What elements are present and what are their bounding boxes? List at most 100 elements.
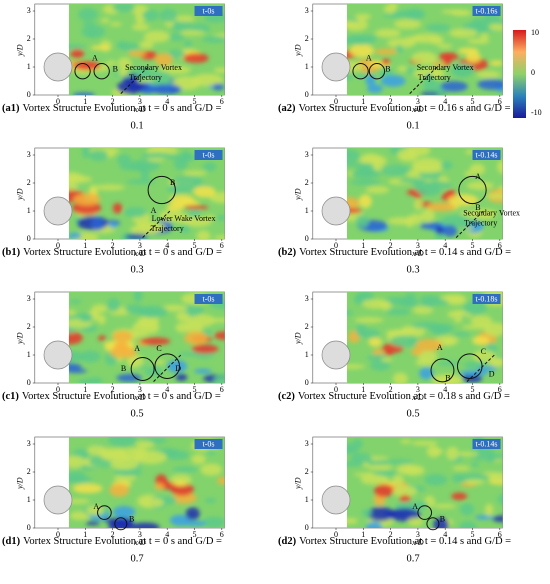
vortex-blob [411, 347, 423, 356]
vortex-blob [484, 322, 503, 337]
x-tick-label: 5 [193, 241, 197, 250]
x-axis-label: x/D [133, 249, 146, 258]
vortex-blob [163, 450, 190, 460]
vortex-blob [458, 473, 490, 481]
y-axis-label: y/D [16, 477, 25, 490]
caption: (b1) Vortex Structure Evolution at t = 0 … [2, 247, 222, 258]
x-tick-label: 0 [334, 241, 338, 250]
vortex-blob [426, 445, 441, 458]
y-tick-label: 1 [305, 495, 309, 504]
vortex-blob [459, 521, 477, 528]
y-tick-label: 1 [27, 350, 31, 359]
time-badge [472, 439, 501, 449]
caption: (b2) Vortex Structure Evolution at t = 0.… [278, 247, 511, 258]
vortex-blob [88, 377, 104, 383]
vortex-blob [113, 474, 136, 482]
x-tick-label: 5 [193, 530, 197, 539]
vortex-blob [69, 511, 90, 521]
vortex-blob [361, 299, 390, 309]
vortex-blob [470, 462, 480, 467]
vortex-blob [85, 521, 100, 526]
y-tick-label: 3 [305, 150, 309, 159]
vortex-blob [442, 224, 458, 237]
vortex-blob [184, 216, 212, 227]
caption-line-2: 0.3 [130, 264, 143, 275]
field [68, 437, 225, 528]
x-tick-label: 4 [165, 241, 169, 250]
vortex-blob [383, 4, 397, 14]
vortex-blob [452, 465, 471, 471]
x-tick-label: 1 [83, 97, 87, 106]
annotation: A [134, 344, 140, 353]
vortex-blob [137, 305, 169, 318]
vortex-blob [81, 21, 96, 27]
annotation: C [481, 347, 486, 356]
x-tick-label: 2 [389, 241, 393, 250]
vortex-blob [467, 38, 490, 44]
vortex-blob [361, 508, 372, 517]
field [346, 437, 503, 528]
annotation: Secondary Vortex [125, 63, 182, 72]
vortex-blob [350, 179, 381, 186]
vortex-blob [70, 48, 85, 59]
vortex-blob [477, 79, 503, 90]
x-tick-label: 1 [361, 385, 365, 394]
vortex-marker [458, 175, 487, 205]
vortex-blob [412, 306, 434, 315]
vortex-blob [451, 331, 471, 337]
vortex-blob [159, 65, 192, 75]
colorbar-tick-label: 10 [531, 28, 539, 37]
vortex-blob [140, 337, 171, 346]
time-badge [472, 294, 501, 304]
vortex-blob [159, 209, 185, 222]
vortex-blob [110, 458, 139, 470]
vortex-blob [465, 149, 475, 155]
y-tick-label: 2 [27, 178, 31, 187]
vortex-blob [466, 181, 494, 190]
vortex-blob [397, 65, 408, 72]
vortex-blob [392, 474, 404, 486]
x-tick-label: 4 [165, 97, 169, 106]
vortex-blob [172, 175, 203, 186]
y-tick-label: 3 [305, 294, 309, 303]
x-tick-label: 6 [220, 385, 224, 394]
vortex-blob [489, 472, 503, 484]
vortex-blob [72, 61, 101, 70]
y-tick-label: 1 [27, 206, 31, 215]
vortex-blob [191, 454, 206, 465]
vortex-blob [68, 351, 85, 363]
x-tick-label: 3 [138, 385, 142, 394]
y-tick-label: 3 [27, 150, 31, 159]
annotation: Trajectory [129, 73, 162, 82]
vortex-blob [200, 463, 223, 476]
vortex-blob [385, 308, 411, 316]
vortex-blob [139, 40, 154, 49]
vortex-blob [354, 13, 372, 20]
vortex-blob [178, 225, 191, 234]
y-axis-label: y/D [16, 44, 25, 57]
vortex-blob [68, 363, 82, 371]
vortex-blob [405, 67, 414, 74]
y-axis-label: y/D [294, 332, 303, 345]
vortex-blob [358, 194, 372, 209]
vortex-blob [79, 312, 93, 323]
vortex-blob [404, 36, 424, 43]
field [346, 148, 503, 239]
x-tick-label: 6 [498, 97, 502, 106]
vortex-marker [147, 175, 176, 205]
y-tick-label: 1 [305, 62, 309, 71]
vortex-blob [457, 47, 479, 54]
caption: (d1) Vortex Structure Evolution at t = 0 … [2, 536, 222, 547]
x-tick-label: 5 [193, 385, 197, 394]
trajectory-arrow [142, 210, 171, 238]
annotation: B [440, 514, 445, 523]
vortex-blob [68, 183, 80, 191]
annotation: D [489, 369, 495, 378]
field-blobs [346, 148, 503, 239]
annotation: A [151, 206, 157, 215]
vortex-blob [72, 483, 103, 494]
vortex-blob [183, 170, 207, 176]
y-axis-label: y/D [294, 188, 303, 201]
vortex-blob [420, 209, 435, 223]
vortex-blob [405, 292, 417, 299]
